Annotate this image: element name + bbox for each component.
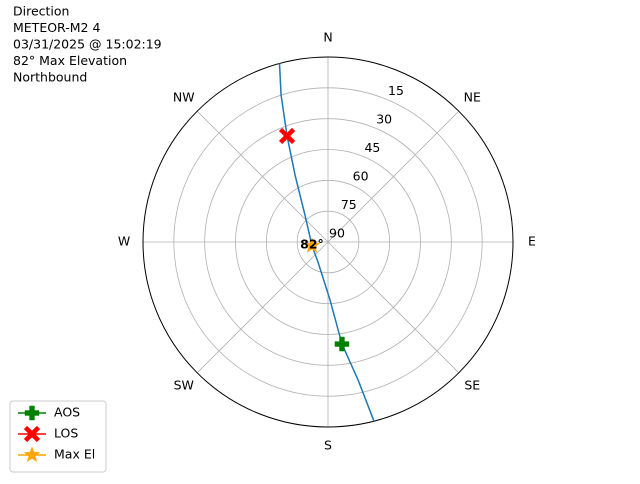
grid-spoke (327, 110, 460, 243)
theta-tick-label: S (324, 438, 332, 453)
legend-label: AOS (54, 405, 80, 420)
grid-spoke (196, 241, 329, 374)
title-line: METEOR-M2 4 (13, 20, 100, 35)
polar-frame (142, 56, 514, 428)
title-line: 03/31/2025 @ 15:02:19 (13, 37, 162, 52)
legend-marker (23, 425, 41, 443)
r-tick-label: 60 (353, 169, 369, 184)
data-label: 82° (300, 236, 324, 251)
r-tick-label: 45 (364, 140, 380, 155)
legend-label: LOS (54, 426, 78, 441)
title-line: 82° Max Elevation (13, 53, 127, 68)
title-line: Northbound (13, 70, 87, 85)
r-tick-label: 90 (329, 226, 345, 241)
marker-star (303, 237, 321, 253)
legend-marker (24, 405, 40, 421)
marker-plus (334, 336, 350, 352)
legend-marker (23, 446, 41, 463)
r-tick-label: 30 (376, 112, 392, 127)
theta-tick-label: NW (173, 89, 195, 104)
theta-tick-label: W (118, 234, 130, 249)
r-tick-label: 75 (341, 197, 357, 212)
r-tick-label: 15 (388, 83, 404, 98)
theta-tick-label: E (528, 234, 536, 249)
theta-tick-label: NE (464, 89, 481, 104)
grid-spoke (327, 241, 460, 374)
title-line: Direction (13, 4, 69, 19)
marker-x (278, 127, 296, 145)
grid-spoke (196, 110, 329, 243)
theta-tick-label: N (323, 30, 332, 45)
theta-tick-label: SW (174, 378, 194, 393)
theta-tick-label: SE (464, 378, 480, 393)
legend-label: Max El (54, 447, 95, 462)
